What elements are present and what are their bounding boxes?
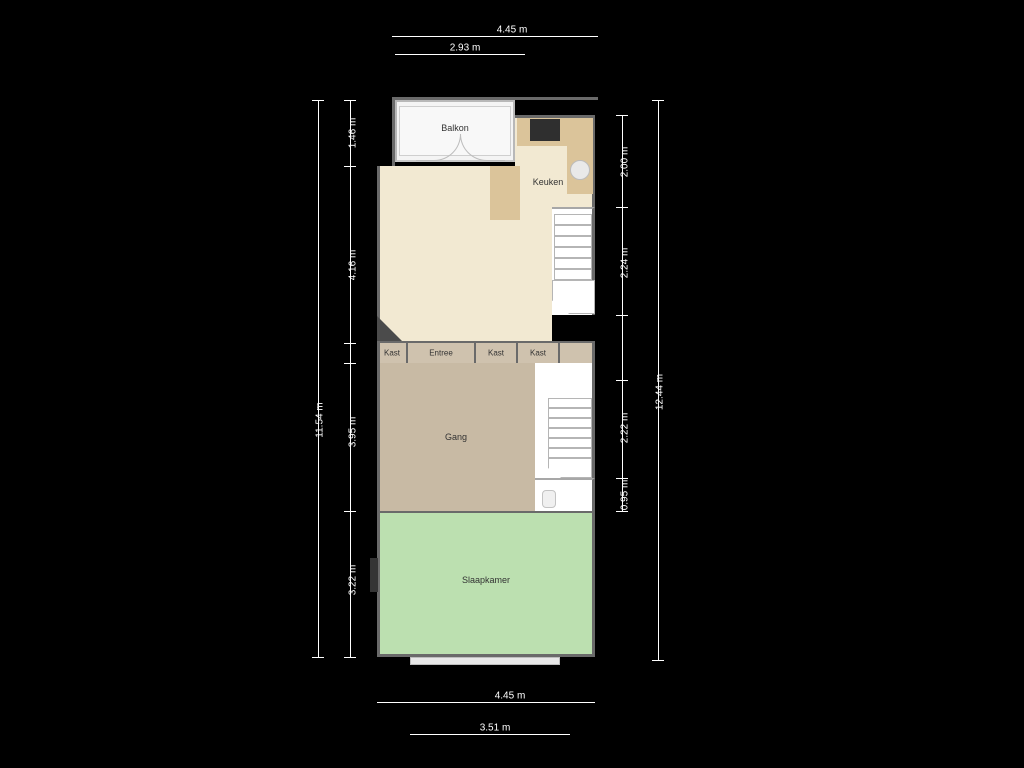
strip-div-3: [516, 343, 518, 363]
stair-l-1: [548, 398, 592, 408]
dim-right-overall: 12.44 m: [655, 374, 666, 410]
tick-r-overall-b: [652, 660, 664, 661]
tick-r-6: [616, 511, 628, 512]
left-upper-wall: [392, 97, 395, 166]
strip-div-4: [558, 343, 560, 363]
stair-l-4: [548, 428, 592, 438]
floorplan-stage: Balkon Keuken Gang Slaapkamer: [0, 0, 1024, 768]
stair-l-3: [548, 418, 592, 428]
dim-bottom-inner: 4.45 m: [491, 691, 530, 702]
dim-top-outer: 4.45 m: [493, 25, 532, 36]
stair-l-6: [548, 448, 592, 458]
dim-left-overall: 11.54 m: [315, 402, 326, 437]
kitchen-hob: [530, 119, 560, 141]
slaapkamer-window: [410, 657, 560, 665]
stair-u-5: [554, 258, 592, 269]
dim-bottom-inner-line: [377, 702, 595, 703]
strip-div-1: [406, 343, 408, 363]
guide-r-inner: [622, 115, 623, 511]
guide-r-outer: [658, 100, 659, 660]
room-gang: [377, 363, 535, 511]
room-entree-strip: [377, 343, 595, 363]
tick-l-overall-b: [312, 657, 324, 658]
dim-top-inner-line: [395, 54, 525, 55]
guide-l-inner: [350, 100, 351, 657]
kitchen-counter-stub: [490, 166, 520, 220]
dim-top-outer-line: [392, 36, 598, 37]
stair-l-2: [548, 408, 592, 418]
stair-u-6: [554, 269, 592, 280]
wc-toilet: [542, 490, 556, 508]
dim-bottom-outer: 3.51 m: [476, 723, 515, 734]
kitchen-sink: [570, 160, 590, 180]
dim-bottom-outer-line: [410, 734, 570, 735]
guide-l-outer: [318, 100, 319, 657]
stair-u-2: [554, 225, 592, 236]
stair-u-4: [554, 247, 592, 258]
slaapkamer-left-detail: [370, 558, 378, 592]
strip-div-2: [474, 343, 476, 363]
stair-u-1: [554, 214, 592, 225]
tick-l-6: [344, 657, 356, 658]
outer-top-wall: [392, 97, 598, 100]
living-corner-triangle: [377, 316, 403, 342]
strip-top-border: [377, 341, 595, 343]
stair-u-3: [554, 236, 592, 247]
stair-l-5: [548, 438, 592, 448]
dim-top-inner: 2.93 m: [446, 43, 485, 54]
room-slaapkamer: [377, 511, 595, 657]
